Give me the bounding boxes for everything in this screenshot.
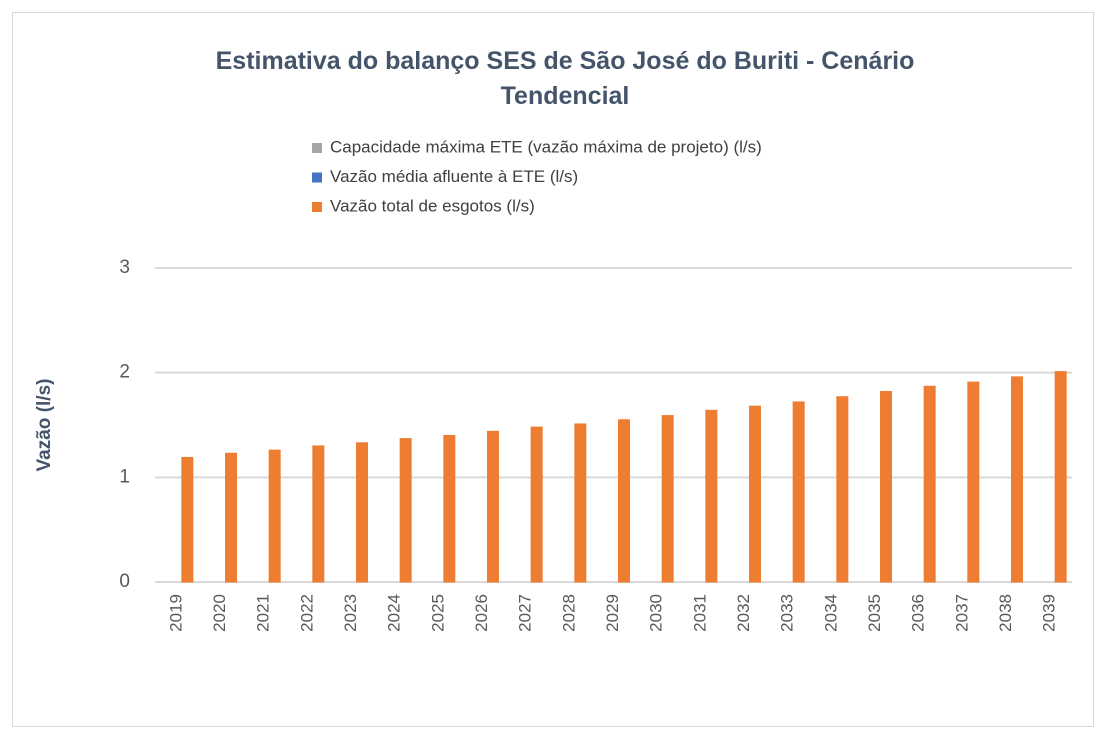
x-tick-label: 2020 bbox=[210, 594, 229, 632]
legend-swatch bbox=[312, 172, 322, 183]
bar bbox=[705, 409, 718, 583]
bar bbox=[356, 442, 368, 583]
x-tick-label: 2039 bbox=[1040, 594, 1059, 632]
x-tick-label: 2035 bbox=[865, 594, 884, 632]
bar bbox=[880, 391, 892, 583]
x-tick-label: 2033 bbox=[778, 594, 797, 632]
x-tick-label: 2026 bbox=[472, 594, 491, 632]
bar bbox=[312, 445, 325, 583]
bar bbox=[399, 438, 412, 583]
bar bbox=[1011, 376, 1023, 583]
bar bbox=[923, 385, 936, 583]
bar bbox=[443, 434, 456, 583]
bar bbox=[530, 426, 543, 583]
bar bbox=[487, 430, 499, 583]
legend-label: Capacidade máxima ETE (vazão máxima de p… bbox=[330, 137, 762, 156]
y-tick-label: 1 bbox=[119, 466, 130, 487]
x-tick-label: 2036 bbox=[909, 594, 928, 632]
bar bbox=[181, 456, 194, 583]
x-tick-label: 2031 bbox=[690, 594, 709, 632]
x-tick-label: 2024 bbox=[385, 594, 404, 632]
bar bbox=[268, 449, 281, 583]
bar bbox=[1054, 371, 1067, 583]
x-tick-label: 2032 bbox=[734, 594, 753, 632]
bar bbox=[574, 423, 587, 583]
y-axis-title: Vazão (l/s) bbox=[34, 379, 55, 472]
x-tick-label: 2027 bbox=[516, 594, 535, 632]
x-tick-label: 2034 bbox=[821, 594, 840, 632]
bar bbox=[836, 396, 849, 583]
bar bbox=[618, 419, 630, 583]
x-tick-label: 2030 bbox=[647, 594, 666, 632]
legend-swatch bbox=[312, 143, 322, 153]
chart-frame bbox=[12, 12, 1094, 727]
legend-label: Vazão total de esgotos (l/s) bbox=[330, 196, 535, 215]
x-tick-label: 2038 bbox=[996, 594, 1015, 632]
bar bbox=[967, 381, 980, 583]
x-tick-label: 2029 bbox=[603, 594, 622, 632]
x-tick-label: 2028 bbox=[559, 594, 578, 632]
x-tick-label: 2023 bbox=[341, 594, 360, 632]
x-tick-label: 2037 bbox=[952, 594, 971, 632]
y-tick-label: 3 bbox=[119, 257, 130, 278]
chart-title: Estimativa do balanço SES de São José do… bbox=[215, 47, 915, 110]
bar bbox=[661, 415, 674, 583]
bar bbox=[225, 452, 237, 583]
legend-swatch bbox=[312, 202, 322, 212]
y-tick-label: 2 bbox=[119, 362, 130, 383]
bar bbox=[749, 405, 761, 583]
bar bbox=[792, 401, 805, 583]
y-tick-label: 0 bbox=[119, 571, 130, 592]
x-tick-label: 2021 bbox=[254, 594, 273, 632]
x-tick-label: 2025 bbox=[428, 594, 447, 632]
x-tick-label: 2022 bbox=[297, 594, 316, 632]
x-tick-label: 2019 bbox=[166, 594, 185, 632]
legend-label: Vazão média afluente à ETE (l/s) bbox=[330, 167, 578, 186]
